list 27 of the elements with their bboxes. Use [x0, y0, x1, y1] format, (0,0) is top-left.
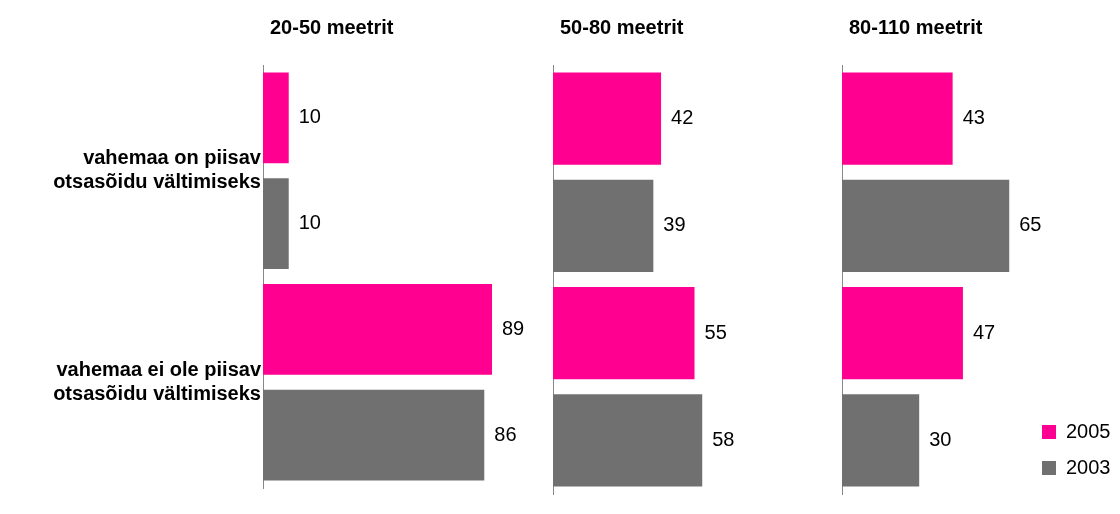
bar	[553, 72, 662, 165]
data-label: 65	[1019, 213, 1042, 236]
bar	[842, 72, 953, 165]
bar	[553, 287, 695, 380]
y-tick-label: vahemaa on piisav otsasõidu vältimiseks	[53, 146, 262, 193]
data-label: 43	[962, 106, 985, 129]
chart-title: 20-50 meetrit	[270, 15, 394, 38]
data-label: 39	[663, 213, 686, 236]
data-label: 42	[671, 106, 694, 129]
bar	[842, 287, 963, 380]
y-tick-label: vahemaa ei ole piisav otsasõidu vältimiseks	[53, 357, 262, 404]
bar	[553, 179, 654, 272]
data-label: 89	[502, 316, 525, 339]
bar	[842, 179, 1010, 272]
data-label: 10	[298, 211, 321, 234]
data-label: 86	[494, 422, 517, 445]
data-label: 47	[972, 320, 996, 343]
data-label: 30	[929, 427, 952, 450]
data-label: 55	[704, 320, 727, 343]
legend-label: 2003	[1066, 455, 1111, 478]
data-label: 10	[298, 105, 321, 128]
data-label: 58	[712, 427, 735, 450]
legend-label: 2005	[1066, 419, 1111, 442]
bar	[842, 394, 920, 487]
chart-title: 50-80 meetrit	[560, 15, 684, 38]
chart-title: 80-110 meetrit	[849, 15, 983, 38]
bar	[553, 394, 703, 487]
